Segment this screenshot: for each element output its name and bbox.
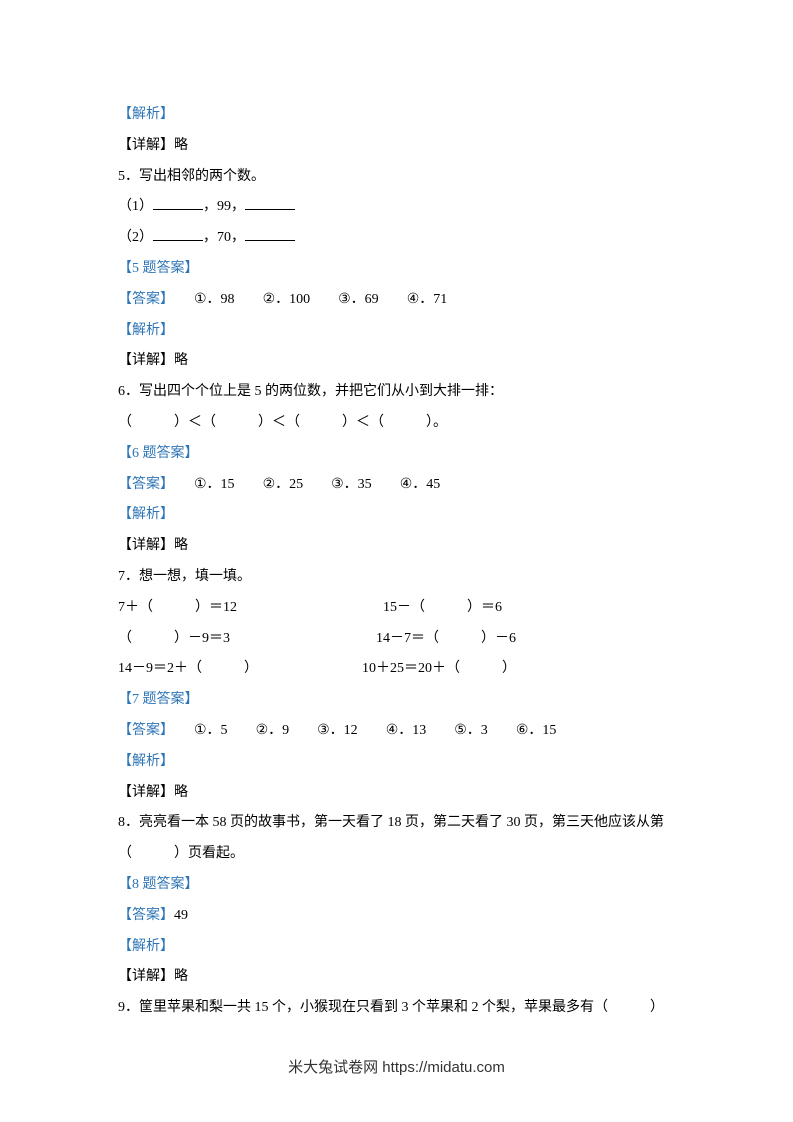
analysis-label: 【解析】 — [118, 100, 675, 131]
q8-text2: （ ）页看起。 — [118, 839, 675, 870]
q8-jiexi: 【解析】 — [118, 932, 675, 963]
q5-detail: 【详解】略 — [118, 346, 675, 377]
q8-answer-header: 【8 题答案】 — [118, 870, 675, 901]
q7-detail: 【详解】略 — [118, 778, 675, 809]
q9-text: 9．筐里苹果和梨一共 15 个，小猴现在只看到 3 个苹果和 2 个梨，苹果最多… — [118, 993, 675, 1024]
q6-answer-header: 【6 题答案】 — [118, 439, 675, 470]
q5-text: 5．写出相邻的两个数。 — [118, 162, 675, 193]
jiexi-label: 【解析】 — [118, 107, 174, 122]
q5-answer-header: 【5 题答案】 — [118, 254, 675, 285]
document-content: 【解析】 【详解】略 5．写出相邻的两个数。 （1），99， （2），70， 【… — [118, 100, 675, 1024]
q5-answer: 【答案】①．98②．100③．69④．71 — [118, 285, 675, 316]
page-footer: 米大兔试卷网 https://midatu.com — [0, 1051, 793, 1084]
q7-row3: 14－9＝2＋（ ）10＋25＝20＋（ ） — [118, 654, 675, 685]
q7-answer-header: 【7 题答案】 — [118, 685, 675, 716]
q6-text: 6．写出四个个位上是 5 的两位数，并把它们从小到大排一排： — [118, 377, 675, 408]
q5-jiexi: 【解析】 — [118, 316, 675, 347]
q7-text: 7．想一想，填一填。 — [118, 562, 675, 593]
q7-row1: 7＋（ ）＝1215－（ ）＝6 — [118, 593, 675, 624]
q5-sub2: （2），70， — [118, 223, 675, 254]
detail-text: 【详解】略 — [118, 131, 675, 162]
q8-detail: 【详解】略 — [118, 962, 675, 993]
q8-text1: 8．亮亮看一本 58 页的故事书，第一天看了 18 页，第二天看了 30 页，第… — [118, 808, 675, 839]
blank-underline — [153, 196, 203, 210]
q7-answer: 【答案】①．5②．9③．12④．13⑤．3⑥．15 — [118, 716, 675, 747]
q5-sub1: （1），99， — [118, 192, 675, 223]
q7-row2: （ ）－9＝314－7＝（ ）－6 — [118, 624, 675, 655]
blank-underline — [153, 227, 203, 241]
q6-blanks: （ ）＜（ ）＜（ ）＜（ ）。 — [118, 408, 675, 439]
blank-underline — [245, 227, 295, 241]
blank-underline — [245, 196, 295, 210]
q6-answer: 【答案】①．15②．25③．35④．45 — [118, 470, 675, 501]
q6-detail: 【详解】略 — [118, 531, 675, 562]
q7-jiexi: 【解析】 — [118, 747, 675, 778]
q8-answer: 【答案】49 — [118, 901, 675, 932]
q6-jiexi: 【解析】 — [118, 500, 675, 531]
